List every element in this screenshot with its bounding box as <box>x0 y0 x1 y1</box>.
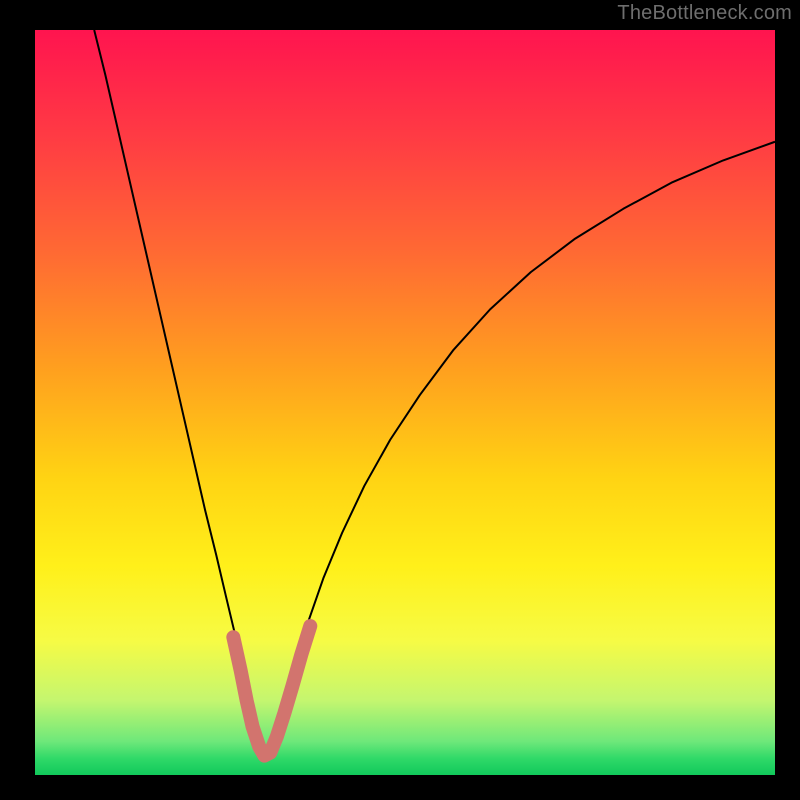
plot-background <box>35 30 775 775</box>
watermark-label: TheBottleneck.com <box>617 2 792 25</box>
chart-stage: TheBottleneck.com <box>0 0 800 800</box>
bottleneck-chart <box>0 0 800 800</box>
